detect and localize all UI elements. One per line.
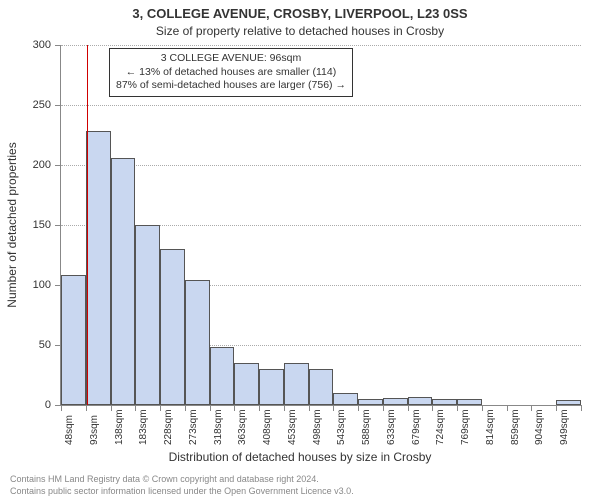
x-tick xyxy=(432,405,433,411)
x-tick xyxy=(531,405,532,411)
x-tick xyxy=(234,405,235,411)
x-tick xyxy=(457,405,458,411)
histogram-bar xyxy=(61,275,86,405)
plot-area: 3 COLLEGE AVENUE: 96sqm ← 13% of detache… xyxy=(60,45,581,406)
x-tick-label: 724sqm xyxy=(435,409,446,445)
x-tick xyxy=(284,405,285,411)
x-tick-label: 588sqm xyxy=(361,409,372,445)
annotation-line3: 87% of semi-detached houses are larger (… xyxy=(116,79,346,93)
histogram-bar xyxy=(234,363,259,405)
x-tick xyxy=(408,405,409,411)
histogram-bar xyxy=(135,225,160,405)
grid-line xyxy=(61,165,581,166)
y-tick-label: 100 xyxy=(33,279,61,291)
x-tick xyxy=(309,405,310,411)
histogram-bar xyxy=(457,399,482,405)
y-tick-label: 250 xyxy=(33,99,61,111)
x-tick xyxy=(581,405,582,411)
histogram-bar xyxy=(383,398,408,405)
histogram-bar xyxy=(210,347,235,405)
x-tick-label: 363sqm xyxy=(237,409,248,445)
x-tick-label: 543sqm xyxy=(336,409,347,445)
histogram-bar xyxy=(556,400,581,405)
x-tick-label: 138sqm xyxy=(114,409,125,445)
x-tick xyxy=(507,405,508,411)
x-tick-label: 453sqm xyxy=(287,409,298,445)
x-tick xyxy=(185,405,186,411)
x-tick-label: 679sqm xyxy=(411,409,422,445)
footer-line2: Contains public sector information licen… xyxy=(10,486,354,496)
y-tick-label: 50 xyxy=(39,339,61,351)
grid-line xyxy=(61,105,581,106)
annotation-line2: ← 13% of detached houses are smaller (11… xyxy=(116,66,346,80)
x-tick xyxy=(383,405,384,411)
x-tick-label: 183sqm xyxy=(138,409,149,445)
x-tick-label: 498sqm xyxy=(312,409,323,445)
x-tick xyxy=(111,405,112,411)
histogram-bar xyxy=(408,397,433,405)
x-tick-label: 228sqm xyxy=(163,409,174,445)
annotation-line1: 3 COLLEGE AVENUE: 96sqm xyxy=(116,52,346,66)
x-tick-label: 408sqm xyxy=(262,409,273,445)
histogram-bar xyxy=(111,158,136,405)
x-tick xyxy=(86,405,87,411)
x-tick-label: 859sqm xyxy=(510,409,521,445)
chart-title: 3, COLLEGE AVENUE, CROSBY, LIVERPOOL, L2… xyxy=(0,6,600,21)
x-tick xyxy=(556,405,557,411)
x-tick-label: 93sqm xyxy=(89,415,100,445)
chart-container: 3, COLLEGE AVENUE, CROSBY, LIVERPOOL, L2… xyxy=(0,0,600,500)
y-tick-label: 150 xyxy=(33,219,61,231)
histogram-bar xyxy=(309,369,334,405)
histogram-bar xyxy=(358,399,383,405)
chart-subtitle: Size of property relative to detached ho… xyxy=(0,24,600,38)
x-tick xyxy=(259,405,260,411)
grid-line xyxy=(61,45,581,46)
x-tick xyxy=(160,405,161,411)
x-tick-label: 814sqm xyxy=(485,409,496,445)
x-tick xyxy=(358,405,359,411)
x-tick-label: 48sqm xyxy=(64,415,75,445)
histogram-bar xyxy=(259,369,284,405)
histogram-bar xyxy=(185,280,210,405)
x-tick xyxy=(135,405,136,411)
histogram-bar xyxy=(333,393,358,405)
marker-line xyxy=(87,45,88,405)
y-tick-label: 0 xyxy=(45,399,61,411)
x-tick xyxy=(61,405,62,411)
histogram-bar xyxy=(432,399,457,405)
x-tick-label: 904sqm xyxy=(534,409,545,445)
annotation-box: 3 COLLEGE AVENUE: 96sqm ← 13% of detache… xyxy=(109,48,353,97)
histogram-bar xyxy=(160,249,185,405)
x-tick xyxy=(210,405,211,411)
x-tick xyxy=(333,405,334,411)
x-axis-title: Distribution of detached houses by size … xyxy=(0,450,600,464)
x-tick-label: 318sqm xyxy=(213,409,224,445)
histogram-bar xyxy=(284,363,309,405)
x-tick-label: 633sqm xyxy=(386,409,397,445)
y-tick-label: 200 xyxy=(33,159,61,171)
y-tick-label: 300 xyxy=(33,39,61,51)
x-tick-label: 769sqm xyxy=(460,409,471,445)
x-tick-label: 949sqm xyxy=(559,409,570,445)
footer-line1: Contains HM Land Registry data © Crown c… xyxy=(10,474,319,484)
x-tick-label: 273sqm xyxy=(188,409,199,445)
y-axis-title: Number of detached properties xyxy=(5,142,19,307)
x-tick xyxy=(482,405,483,411)
histogram-bar xyxy=(86,131,111,405)
